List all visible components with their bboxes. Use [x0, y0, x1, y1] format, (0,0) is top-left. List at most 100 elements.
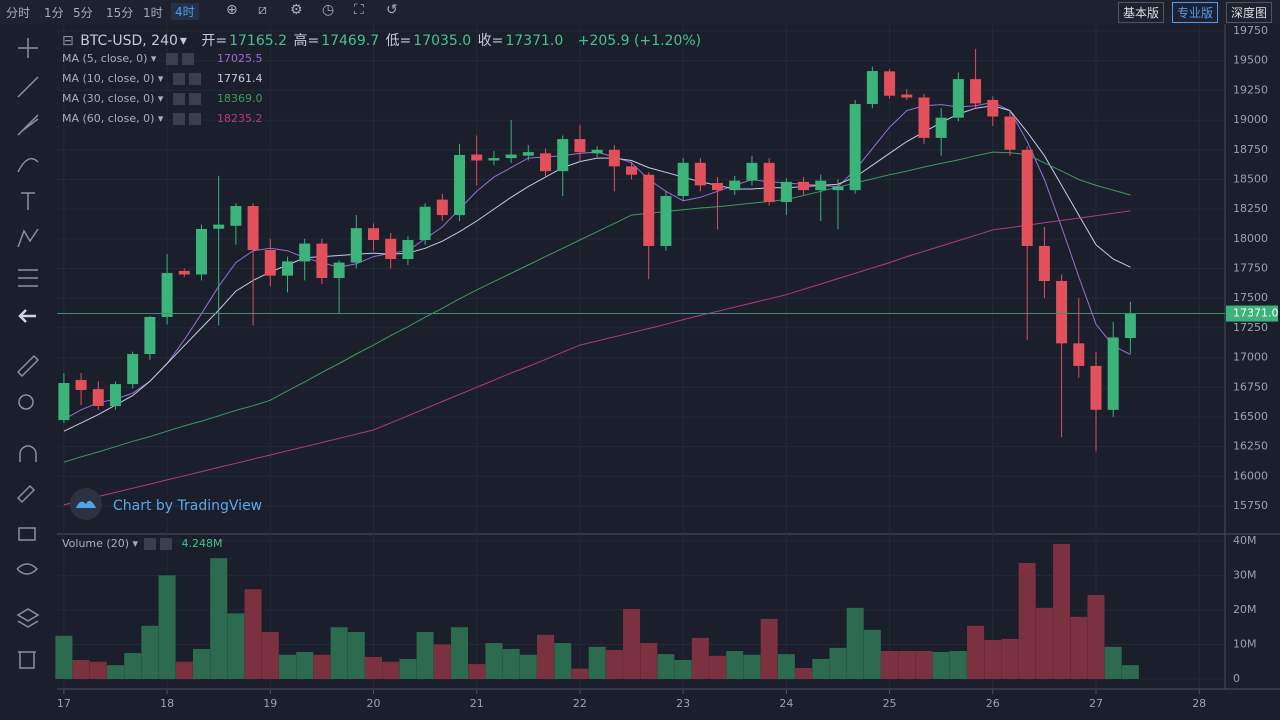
candle-body	[608, 149, 620, 167]
brush-icon[interactable]	[17, 157, 39, 173]
volume-bar	[1104, 646, 1122, 679]
x-tick-label: 20	[367, 697, 381, 710]
candle-body	[1073, 343, 1085, 366]
candle-body	[436, 199, 448, 216]
trash-icon[interactable]	[18, 651, 36, 669]
symbol[interactable]: BTC-USD, 240	[80, 33, 178, 49]
lock-draw-icon[interactable]	[16, 484, 36, 504]
ma-legend-value: 17761.4	[217, 72, 263, 85]
channel-icon[interactable]	[17, 114, 39, 136]
volume-bar	[846, 607, 864, 679]
x-tick-label: 24	[779, 697, 793, 710]
y-tick-label: 18000	[1233, 232, 1268, 245]
volume-bar	[72, 659, 90, 679]
toolbar-icon[interactable]: ◷	[322, 2, 335, 18]
volume-bar	[399, 658, 417, 679]
ma-legend-close[interactable]	[182, 53, 195, 65]
interval-button[interactable]: 4时	[171, 3, 199, 20]
ma-legend-name: MA (10, close, 0)	[62, 72, 155, 85]
toolbar-icon[interactable]: ⊕	[226, 2, 238, 18]
pattern-icon[interactable]	[17, 228, 39, 248]
ma-legend-name: MA (60, close, 0)	[62, 112, 155, 125]
volume-bar	[1035, 607, 1053, 679]
ma-legend-settings[interactable]	[166, 53, 179, 65]
interval-button[interactable]: 15分	[106, 6, 134, 20]
ma-legend-settings[interactable]	[173, 93, 186, 105]
volume-bar	[365, 656, 383, 679]
ohlc-label: 低=	[385, 33, 412, 49]
interval-button[interactable]: 1分	[44, 6, 64, 20]
version-button[interactable]: 基本版	[1118, 2, 1165, 23]
candle-body	[901, 94, 913, 98]
toolbar-icon[interactable]: ↺	[386, 2, 398, 18]
volume-bar	[468, 664, 486, 679]
ma-legend-close[interactable]	[189, 93, 202, 105]
eye-icon[interactable]	[16, 563, 39, 575]
ma-legend-close[interactable]	[189, 113, 202, 125]
candle-body	[161, 273, 173, 317]
candle-body	[1038, 245, 1050, 281]
candle-body	[109, 384, 121, 407]
ma-legend-menu[interactable]: ▾	[154, 112, 164, 125]
candle-body	[677, 162, 689, 196]
candle-body	[350, 228, 362, 263]
candle-body	[213, 224, 225, 229]
interval-button[interactable]: 分时	[6, 6, 31, 20]
zoom-icon[interactable]	[18, 394, 34, 410]
interval-button[interactable]: 5分	[73, 6, 93, 20]
candle-body	[75, 380, 87, 391]
ma-legend-close[interactable]	[189, 73, 202, 85]
volume-bar	[743, 654, 761, 679]
ma-legend-settings[interactable]	[173, 73, 186, 85]
volume-bar	[313, 654, 331, 679]
candle-body	[694, 162, 706, 186]
volume-bar	[932, 652, 950, 679]
volume-bar	[640, 643, 658, 679]
version-button[interactable]: 专业版	[1172, 2, 1219, 23]
ma-legend-settings[interactable]	[173, 113, 186, 125]
candle-body	[815, 180, 827, 191]
version-button[interactable]: 深度图	[1226, 2, 1273, 23]
lock-icon[interactable]	[18, 527, 36, 541]
volume-bar	[537, 634, 555, 679]
volume-bar	[382, 661, 400, 679]
candle-body	[1124, 313, 1136, 338]
candle-body	[849, 104, 861, 191]
ma-legend-menu[interactable]: ▾	[147, 52, 157, 65]
back-icon[interactable]	[18, 309, 36, 323]
volume-bar	[709, 655, 727, 679]
fib-icon[interactable]	[18, 269, 38, 287]
toolbar-icon[interactable]: ⚙	[290, 2, 303, 18]
volume-bar	[829, 647, 847, 679]
volume-bar	[984, 639, 1002, 679]
ma-legend-value: 18235.2	[217, 112, 263, 125]
toolbar-icon[interactable]: ⛶	[354, 2, 364, 18]
toolbar-icon[interactable]: ⧄	[258, 2, 267, 18]
price-tag-label: 17371.0	[1233, 307, 1279, 320]
candle-body	[247, 206, 259, 250]
candle-body	[884, 71, 896, 96]
crosshair-icon[interactable]	[18, 38, 38, 58]
layers-icon[interactable]	[16, 608, 40, 628]
candle-body	[591, 149, 603, 154]
candle-body	[316, 243, 328, 279]
volume-bar	[89, 661, 107, 679]
magnet-icon[interactable]	[19, 445, 37, 462]
candle-body	[866, 71, 878, 105]
interval-button[interactable]: 1时	[143, 6, 163, 20]
line-icon[interactable]	[17, 76, 39, 98]
chart-header: ⊟ BTC-USD, 240 ▾ 开= 17165.2 高= 17469.7 低= 17…	[62, 33, 702, 49]
text-icon[interactable]	[21, 192, 35, 210]
volume-bar	[898, 651, 916, 679]
ma-legend-menu[interactable]: ▾	[154, 72, 164, 85]
candle-body	[970, 79, 982, 104]
candle-body	[1021, 149, 1033, 246]
candle-body	[660, 195, 672, 246]
ma-legend-menu[interactable]: ▾	[154, 92, 164, 105]
candle-body	[144, 316, 156, 355]
ruler-icon[interactable]	[16, 354, 40, 378]
volume-bar	[657, 654, 675, 679]
candle-body	[471, 154, 483, 161]
